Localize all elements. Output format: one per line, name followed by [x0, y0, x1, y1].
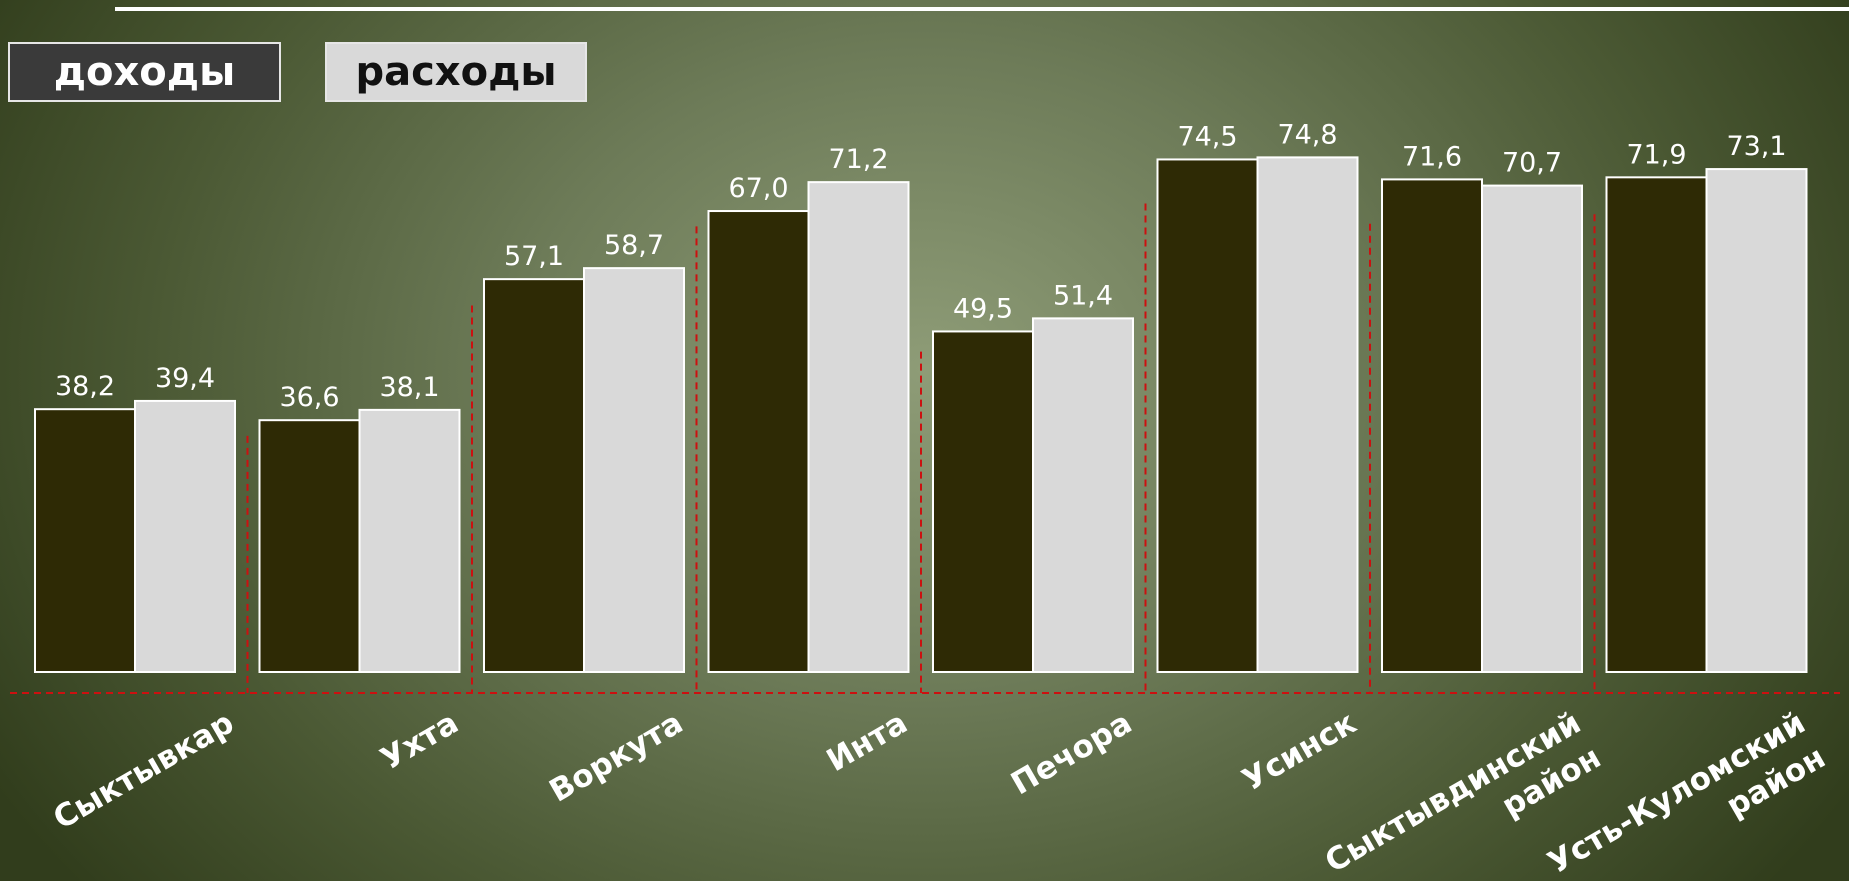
bar-income	[707, 210, 810, 673]
category-label: Воркута	[543, 705, 689, 810]
data-label: 51,4	[1053, 280, 1113, 311]
bar-income	[483, 278, 585, 673]
data-label: 38,1	[379, 372, 439, 403]
bar-income	[932, 330, 1034, 673]
bar-expense	[807, 181, 910, 673]
bar-expense	[1256, 156, 1359, 674]
legend-income: доходы	[8, 42, 281, 102]
legend-expense: расходы	[325, 42, 587, 102]
bar-income	[34, 408, 136, 673]
category-label-line: Ухта	[375, 705, 465, 778]
data-label: 67,0	[728, 173, 788, 204]
category-label: Инта	[821, 705, 914, 779]
data-label: 71,2	[828, 144, 888, 175]
bar-expense	[1705, 168, 1808, 674]
bar-income	[1156, 158, 1259, 673]
bar-expense	[358, 408, 461, 673]
bar-income	[258, 419, 361, 673]
data-label: 73,1	[1726, 131, 1786, 162]
category-label-line: Воркута	[543, 705, 689, 810]
data-label: 74,8	[1277, 119, 1337, 150]
bar-income	[1605, 176, 1708, 673]
category-label: Сыктывкар	[47, 705, 240, 837]
data-label: 71,6	[1402, 141, 1462, 172]
data-label: 36,6	[279, 382, 339, 413]
category-label: Усинск	[1236, 705, 1362, 799]
category-label-line: Инта	[821, 705, 914, 779]
data-label: 39,4	[155, 363, 215, 394]
data-label: 70,7	[1502, 148, 1562, 179]
data-label: 58,7	[604, 230, 664, 261]
category-label-line: Сыктывкар	[47, 705, 240, 837]
category-label-line: Усинск	[1236, 705, 1362, 799]
bar-expense	[1481, 184, 1583, 673]
bar-income	[1381, 178, 1483, 673]
category-label-line: Печора	[1005, 705, 1138, 803]
category-label: Печора	[1005, 705, 1138, 803]
data-label: 71,9	[1626, 139, 1686, 170]
data-label: 38,2	[55, 371, 115, 402]
bar-expense	[583, 267, 685, 673]
data-label: 57,1	[504, 241, 564, 272]
bar-expense	[1032, 317, 1134, 673]
bar-expense	[134, 399, 236, 673]
category-label: Ухта	[375, 705, 465, 778]
data-label: 49,5	[953, 293, 1013, 324]
data-label: 74,5	[1177, 121, 1237, 152]
